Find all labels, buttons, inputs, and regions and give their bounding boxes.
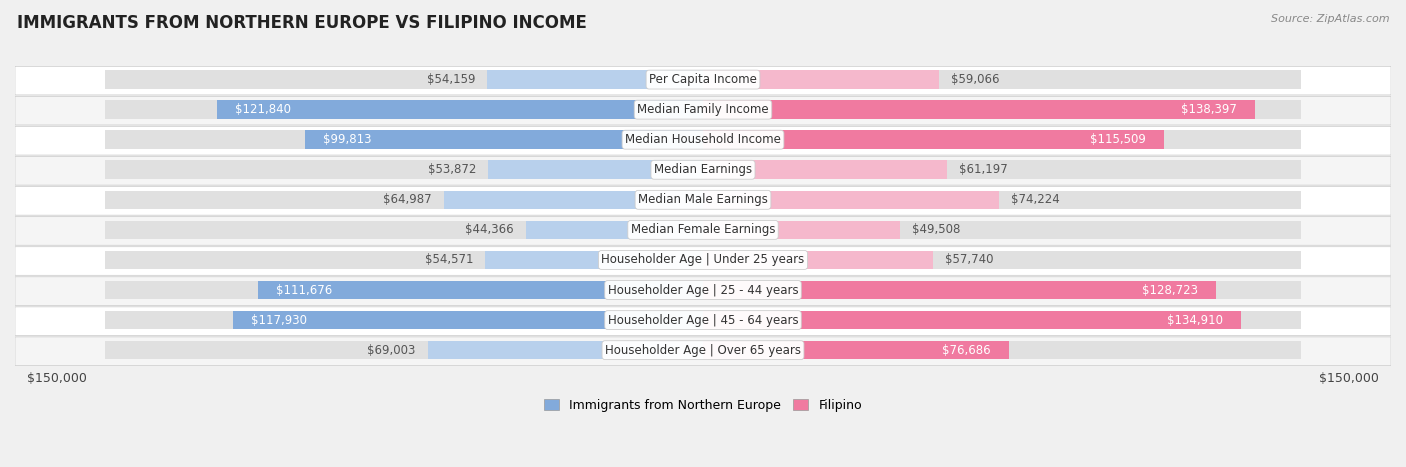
Bar <box>703 281 1216 299</box>
Bar <box>232 311 703 329</box>
Bar <box>703 251 1302 269</box>
Text: $99,813: $99,813 <box>323 133 371 146</box>
Text: Source: ZipAtlas.com: Source: ZipAtlas.com <box>1271 14 1389 24</box>
FancyBboxPatch shape <box>15 217 1391 245</box>
Text: $134,910: $134,910 <box>1167 313 1223 326</box>
Bar <box>104 311 703 329</box>
Bar <box>526 220 703 239</box>
Text: $115,509: $115,509 <box>1090 133 1146 146</box>
FancyBboxPatch shape <box>15 337 1391 366</box>
FancyBboxPatch shape <box>15 156 1391 185</box>
Text: $61,197: $61,197 <box>959 163 1008 176</box>
Text: $121,840: $121,840 <box>235 103 291 116</box>
Text: Householder Age | Under 25 years: Householder Age | Under 25 years <box>602 254 804 267</box>
Bar <box>703 281 1302 299</box>
Bar <box>703 251 934 269</box>
Bar <box>485 251 703 269</box>
Bar <box>703 161 1302 179</box>
Text: $54,159: $54,159 <box>426 73 475 86</box>
Text: $128,723: $128,723 <box>1143 283 1198 297</box>
Bar <box>703 341 1010 360</box>
Bar <box>305 130 703 149</box>
Text: Median Earnings: Median Earnings <box>654 163 752 176</box>
Bar <box>104 341 703 360</box>
Text: Median Male Earnings: Median Male Earnings <box>638 193 768 206</box>
Bar <box>703 100 1302 119</box>
Legend: Immigrants from Northern Europe, Filipino: Immigrants from Northern Europe, Filipin… <box>538 394 868 417</box>
FancyBboxPatch shape <box>15 277 1391 305</box>
FancyBboxPatch shape <box>15 247 1391 275</box>
Bar <box>104 161 703 179</box>
Bar <box>104 251 703 269</box>
FancyBboxPatch shape <box>15 96 1391 125</box>
Bar <box>703 70 939 89</box>
Text: $59,066: $59,066 <box>950 73 1000 86</box>
Text: $44,366: $44,366 <box>465 223 515 236</box>
Bar <box>703 311 1241 329</box>
FancyBboxPatch shape <box>15 127 1391 155</box>
Bar <box>104 191 703 209</box>
Bar <box>703 191 1302 209</box>
Bar <box>257 281 703 299</box>
Text: $138,397: $138,397 <box>1181 103 1237 116</box>
Text: $74,224: $74,224 <box>1011 193 1060 206</box>
FancyBboxPatch shape <box>15 66 1391 95</box>
Bar <box>703 220 1302 239</box>
FancyBboxPatch shape <box>15 187 1391 215</box>
Bar <box>703 311 1302 329</box>
Text: $64,987: $64,987 <box>384 193 432 206</box>
Text: $150,000: $150,000 <box>27 372 87 385</box>
Text: Householder Age | 25 - 44 years: Householder Age | 25 - 44 years <box>607 283 799 297</box>
Text: IMMIGRANTS FROM NORTHERN EUROPE VS FILIPINO INCOME: IMMIGRANTS FROM NORTHERN EUROPE VS FILIP… <box>17 14 586 32</box>
Text: $54,571: $54,571 <box>425 254 474 267</box>
Text: $53,872: $53,872 <box>427 163 477 176</box>
Text: $76,686: $76,686 <box>942 344 991 357</box>
Text: Householder Age | Over 65 years: Householder Age | Over 65 years <box>605 344 801 357</box>
Bar <box>703 341 1302 360</box>
Text: $150,000: $150,000 <box>1319 372 1379 385</box>
Bar <box>486 70 703 89</box>
Text: Median Household Income: Median Household Income <box>626 133 780 146</box>
Bar <box>703 100 1256 119</box>
Text: Median Female Earnings: Median Female Earnings <box>631 223 775 236</box>
Bar <box>217 100 703 119</box>
Bar <box>427 341 703 360</box>
Text: Per Capita Income: Per Capita Income <box>650 73 756 86</box>
Bar <box>703 130 1164 149</box>
Bar <box>703 70 1302 89</box>
FancyBboxPatch shape <box>15 307 1391 335</box>
Bar <box>104 130 703 149</box>
Bar <box>104 100 703 119</box>
Text: Median Family Income: Median Family Income <box>637 103 769 116</box>
Bar <box>703 220 900 239</box>
Bar <box>703 130 1302 149</box>
Text: $69,003: $69,003 <box>367 344 416 357</box>
Bar <box>104 220 703 239</box>
Bar <box>444 191 703 209</box>
Bar <box>104 281 703 299</box>
Text: Householder Age | 45 - 64 years: Householder Age | 45 - 64 years <box>607 313 799 326</box>
Bar <box>703 161 948 179</box>
Bar <box>488 161 703 179</box>
Bar <box>703 191 1000 209</box>
Text: $49,508: $49,508 <box>912 223 960 236</box>
Text: $117,930: $117,930 <box>250 313 307 326</box>
Text: $57,740: $57,740 <box>945 254 994 267</box>
Text: $111,676: $111,676 <box>276 283 332 297</box>
Bar <box>104 70 703 89</box>
